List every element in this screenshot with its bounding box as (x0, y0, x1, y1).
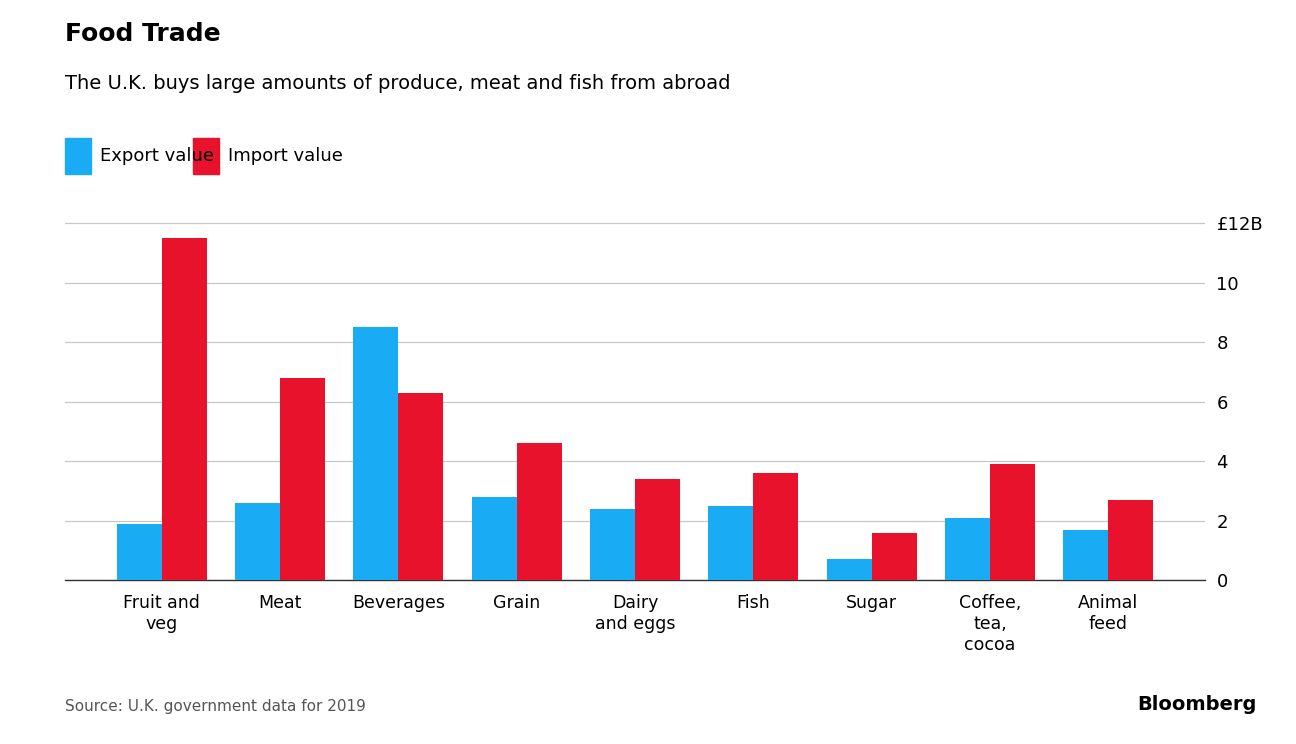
Text: Food Trade: Food Trade (65, 22, 220, 46)
Text: Bloomberg: Bloomberg (1138, 695, 1257, 714)
Bar (398, 393, 443, 580)
Bar (1108, 500, 1153, 580)
Bar (990, 464, 1036, 580)
Bar (945, 518, 990, 580)
Bar (635, 479, 680, 580)
Bar (235, 503, 280, 580)
Bar (117, 524, 162, 580)
Bar (709, 506, 753, 580)
Bar (872, 533, 916, 580)
FancyBboxPatch shape (193, 138, 219, 174)
Bar (354, 327, 398, 580)
Bar (753, 473, 798, 580)
Text: Import value: Import value (228, 147, 343, 165)
Bar (280, 378, 325, 580)
Bar (827, 559, 872, 580)
Bar (590, 509, 635, 580)
Bar (1064, 530, 1108, 580)
Bar (517, 443, 561, 580)
Text: Source: U.K. government data for 2019: Source: U.K. government data for 2019 (65, 699, 365, 714)
Text: The U.K. buys large amounts of produce, meat and fish from abroad: The U.K. buys large amounts of produce, … (65, 74, 731, 94)
Text: Export value: Export value (100, 147, 214, 165)
FancyBboxPatch shape (65, 138, 91, 174)
Bar (472, 497, 517, 580)
Bar (162, 238, 206, 580)
